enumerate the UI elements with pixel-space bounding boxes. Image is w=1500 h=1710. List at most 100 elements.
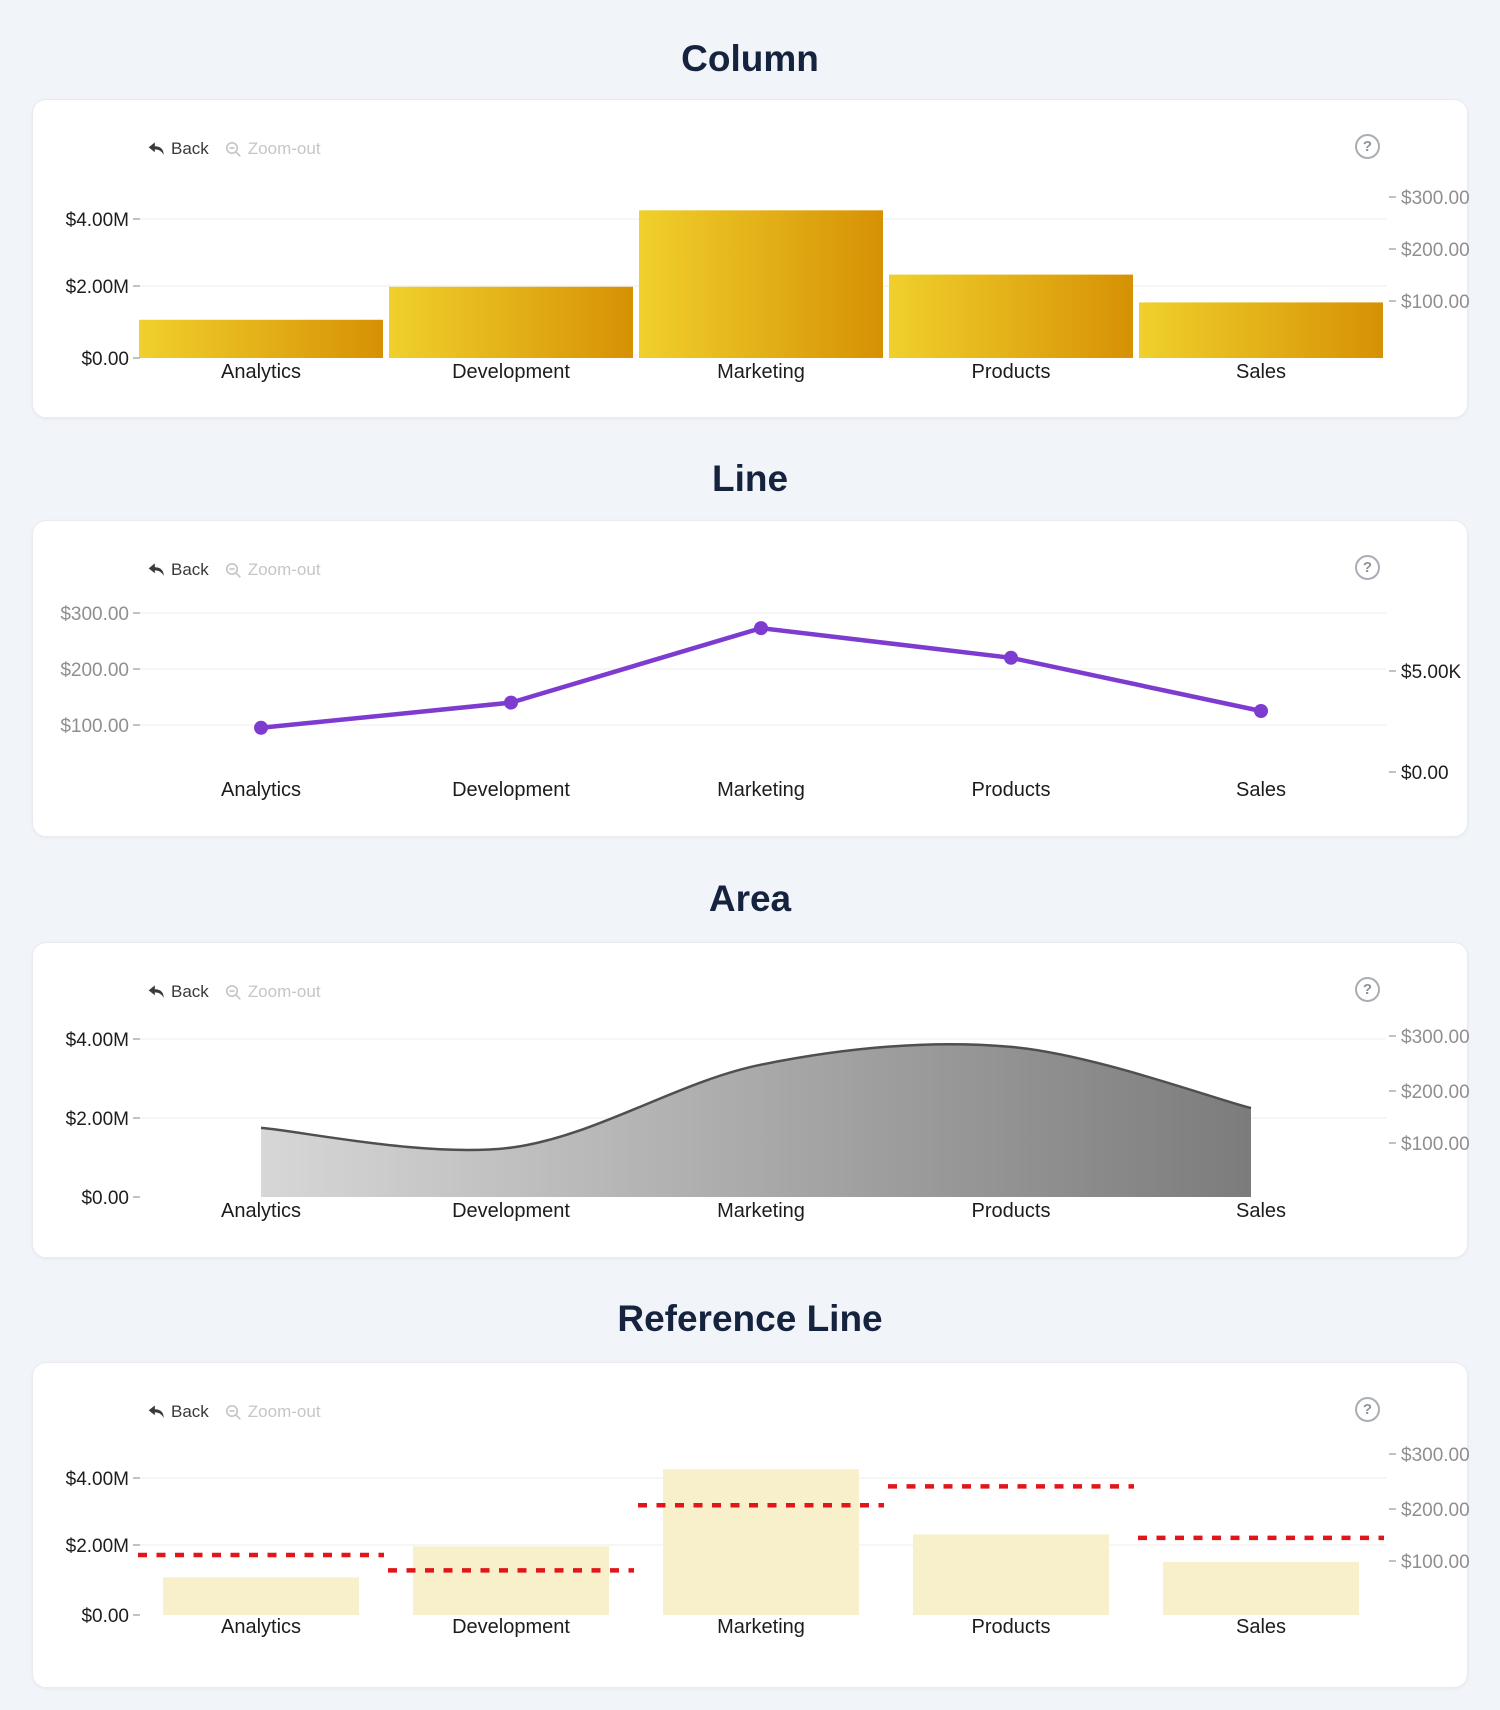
category-label: Sales xyxy=(1236,1200,1286,1222)
right-axis-tick-label: $100.00 xyxy=(1401,1552,1469,1573)
bar-products[interactable] xyxy=(913,1534,1109,1615)
left-axis-tick-label: $0.00 xyxy=(81,349,129,370)
area-outline xyxy=(260,1043,1252,1152)
zoom-out-label: Zoom-out xyxy=(247,560,321,579)
left-axis-tick-label: $300.00 xyxy=(60,604,129,625)
right-axis-tick-label: $300.00 xyxy=(1401,188,1469,209)
line-section-title: Line xyxy=(711,458,789,499)
category-label: Development xyxy=(452,1616,570,1638)
area-section-title: Area xyxy=(708,878,792,919)
right-axis-tick-label: $200.00 xyxy=(1401,1500,1469,1521)
reference-line-chart-plot: $0.00 $2.00M $4.00M $100.00 $200.00 $300.00 An… xyxy=(66,1445,1469,1638)
bar-analytics[interactable] xyxy=(139,319,383,358)
help-glyph: ? xyxy=(1362,1401,1373,1418)
line-point-analytics[interactable] xyxy=(254,720,268,735)
help-icon[interactable]: ? xyxy=(1355,134,1380,159)
bar-marketing[interactable] xyxy=(639,210,883,358)
right-axis-tick-label: $300.00 xyxy=(1401,1445,1469,1466)
back-label: Back xyxy=(171,560,209,579)
help-icon[interactable]: ? xyxy=(1355,555,1380,580)
line-series[interactable] xyxy=(258,625,1264,731)
line-point-marketing[interactable] xyxy=(754,621,768,636)
zoom-out-icon xyxy=(225,141,241,157)
left-axis-tick-label: $2.00M xyxy=(66,277,129,298)
bar-products[interactable] xyxy=(889,274,1133,358)
category-label: Products xyxy=(972,1200,1051,1222)
right-axis-tick-label: $100.00 xyxy=(1401,1134,1469,1155)
right-axis-tick-label: $300.00 xyxy=(1401,1027,1469,1048)
back-label: Back xyxy=(171,139,209,158)
back-label: Back xyxy=(171,982,209,1001)
category-label: Sales xyxy=(1236,361,1286,383)
zoom-out-button[interactable]: Zoom-out xyxy=(225,139,321,159)
category-label: Products xyxy=(972,779,1051,801)
right-axis-tick-label: $0.00 xyxy=(1401,763,1449,784)
line-point-development[interactable] xyxy=(504,695,518,710)
chart-toolbar: Back Zoom-out xyxy=(147,979,321,1005)
category-label: Marketing xyxy=(717,361,805,383)
left-axis-tick-label: $4.00M xyxy=(66,210,129,231)
bar-sales[interactable] xyxy=(1139,302,1383,358)
right-axis-tick-label: $200.00 xyxy=(1401,1082,1469,1103)
help-glyph: ? xyxy=(1362,559,1373,576)
back-button[interactable]: Back xyxy=(147,139,209,159)
category-label: Analytics xyxy=(221,361,301,383)
back-button[interactable]: Back xyxy=(147,982,209,1002)
category-label: Sales xyxy=(1236,779,1286,801)
category-label: Marketing xyxy=(717,779,805,801)
category-label: Marketing xyxy=(717,1616,805,1638)
help-icon[interactable]: ? xyxy=(1355,1397,1380,1422)
back-icon xyxy=(148,985,164,999)
category-label: Analytics xyxy=(221,779,301,801)
left-axis-tick-label: $4.00M xyxy=(66,1030,129,1051)
zoom-out-icon xyxy=(225,562,241,578)
category-label: Products xyxy=(972,361,1051,383)
zoom-out-icon xyxy=(225,1404,241,1420)
left-axis-tick-label: $2.00M xyxy=(66,1109,129,1130)
chart-toolbar: Back Zoom-out xyxy=(147,136,321,162)
area-series[interactable] xyxy=(261,1044,1251,1197)
left-axis-tick-label: $100.00 xyxy=(60,716,129,737)
left-axis-tick-label: $2.00M xyxy=(66,1536,129,1557)
line-point-sales[interactable] xyxy=(1254,704,1268,718)
back-icon xyxy=(148,563,164,577)
line-chart-plot: $100.00 $200.00 $300.00 $0.00 $5.00K Analytic… xyxy=(60,604,1462,801)
category-label: Sales xyxy=(1236,1616,1286,1638)
line-chart-card: Back Zoom-out ? $100.00 $200.00 $300.00 $0.… xyxy=(32,520,1468,837)
back-icon xyxy=(148,1405,164,1419)
right-axis-tick-label: $5.00K xyxy=(1401,662,1462,683)
help-icon[interactable]: ? xyxy=(1355,977,1380,1002)
chart-toolbar: Back Zoom-out xyxy=(147,1399,321,1425)
zoom-out-button[interactable]: Zoom-out xyxy=(225,982,321,1002)
bar-development[interactable] xyxy=(413,1546,609,1615)
right-axis-tick-label: $100.00 xyxy=(1401,292,1469,313)
zoom-out-icon xyxy=(225,984,241,1000)
right-axis-tick-label: $200.00 xyxy=(1401,240,1469,261)
category-label: Products xyxy=(972,1616,1051,1638)
category-label: Marketing xyxy=(717,1200,805,1222)
bar-analytics[interactable] xyxy=(163,1577,359,1615)
left-axis-tick-label: $4.00M xyxy=(66,1469,129,1490)
zoom-out-label: Zoom-out xyxy=(247,139,321,158)
category-label: Development xyxy=(452,779,570,801)
column-section-title: Column xyxy=(681,38,819,79)
bar-marketing[interactable] xyxy=(663,1469,859,1615)
back-button[interactable]: Back xyxy=(147,1402,209,1422)
back-icon xyxy=(148,142,164,156)
bar-development[interactable] xyxy=(389,286,633,358)
category-label: Analytics xyxy=(221,1616,301,1638)
bar-sales[interactable] xyxy=(1163,1561,1359,1615)
back-label: Back xyxy=(171,1402,209,1421)
reference-line-chart-card: Back Zoom-out ? $0.00 $2.00M $4.00M $100.00… xyxy=(32,1362,1469,1688)
category-label: Analytics xyxy=(221,1200,301,1222)
left-axis-tick-label: $200.00 xyxy=(60,660,129,681)
column-chart-card: Back Zoom-out ? $0.00 $2.00M $4.00M $100.00… xyxy=(32,99,1469,418)
zoom-out-button[interactable]: Zoom-out xyxy=(225,1402,321,1422)
area-chart-card: Back Zoom-out ? $0.00 $2.00M $4.00M $100.00… xyxy=(32,942,1469,1258)
back-button[interactable]: Back xyxy=(147,560,209,580)
line-point-products[interactable] xyxy=(1004,650,1018,665)
category-label: Development xyxy=(452,1200,570,1222)
zoom-out-button[interactable]: Zoom-out xyxy=(225,560,321,580)
zoom-out-label: Zoom-out xyxy=(247,982,321,1001)
category-label: Development xyxy=(452,361,570,383)
